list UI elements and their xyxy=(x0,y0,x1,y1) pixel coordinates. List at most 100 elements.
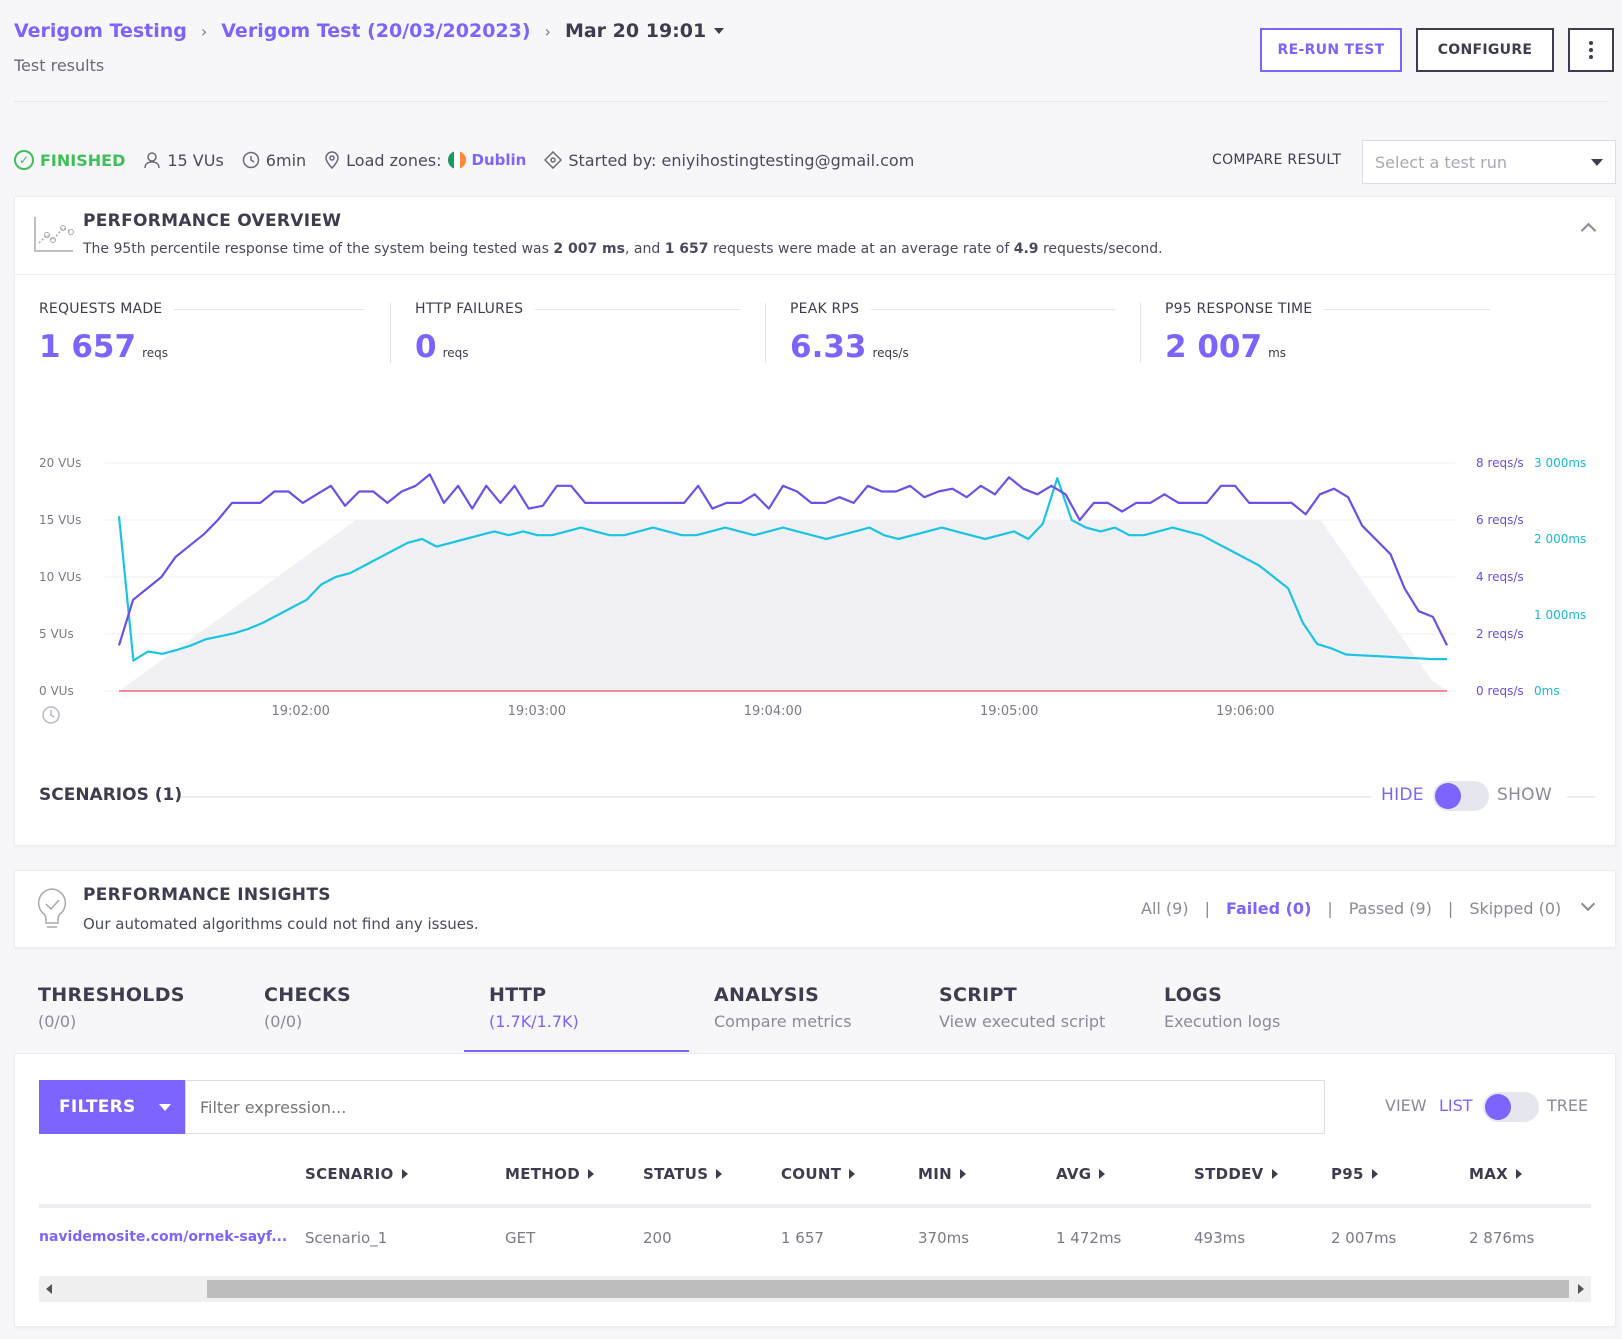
show-label[interactable]: SHOW xyxy=(1497,785,1552,805)
tab-analysis[interactable]: ANALYSIS Compare metrics xyxy=(714,984,852,1031)
y-right-rps-tick-label: 0 reqs/s xyxy=(1476,684,1524,698)
col-min[interactable]: MIN xyxy=(918,1165,966,1183)
filter-failed[interactable]: Failed (0) xyxy=(1225,899,1312,918)
scenarios-label: SCENARIOS (1) xyxy=(39,785,183,805)
col-stddev[interactable]: STDDEV xyxy=(1194,1165,1278,1183)
table-row[interactable]: navidemosite.com/ornek-sayf... Scenario_… xyxy=(39,1214,1591,1266)
y-left-tick-label: 5 VUs xyxy=(39,627,74,641)
hide-label[interactable]: HIDE xyxy=(1381,785,1424,805)
breadcrumb-project-link[interactable]: Verigom Testing xyxy=(14,20,187,42)
tab-http[interactable]: HTTP (1.7K/1.7K) xyxy=(489,984,579,1031)
col-max[interactable]: MAX xyxy=(1469,1165,1523,1183)
y-right-ms-tick-label: 0ms xyxy=(1534,684,1560,698)
clock-icon xyxy=(242,151,260,169)
more-options-button[interactable] xyxy=(1568,28,1614,72)
configure-button[interactable]: CONFIGURE xyxy=(1416,28,1554,72)
metric-p95-response-time: P95 RESPONSE TIME 2 007 ms xyxy=(1165,301,1490,365)
vus-area xyxy=(95,520,1447,691)
load-zones-info: Load zones: Dublin xyxy=(324,151,526,170)
table-header-divider xyxy=(39,1204,1591,1208)
compare-select[interactable]: Select a test run xyxy=(1362,140,1616,184)
row-scenario: Scenario_1 xyxy=(305,1229,388,1247)
metric-requests-made: REQUESTS MADE 1 657 reqs xyxy=(39,301,364,365)
y-right-ms-tick-label: 3 000ms xyxy=(1534,457,1586,470)
overview-description: The 95th percentile response time of the… xyxy=(83,241,1163,257)
view-toggle[interactable] xyxy=(1483,1092,1539,1122)
tab-logs[interactable]: LOGS Execution logs xyxy=(1164,984,1281,1031)
x-tick-label: 19:05:00 xyxy=(980,704,1038,719)
sort-caret-icon xyxy=(401,1169,408,1179)
sort-caret-icon xyxy=(1099,1169,1106,1179)
filters-button[interactable]: FILTERS xyxy=(39,1080,185,1134)
page-subtitle: Test results xyxy=(14,56,105,75)
diamond-icon xyxy=(544,151,563,169)
horizontal-scrollbar[interactable] xyxy=(39,1276,1591,1302)
user-icon xyxy=(144,152,161,169)
expand-chevron-icon[interactable] xyxy=(1580,896,1596,912)
x-tick-label: 19:03:00 xyxy=(508,704,566,719)
request-rate-line xyxy=(117,473,1448,646)
filter-passed[interactable]: Passed (9) xyxy=(1348,899,1432,918)
y-left-tick-label: 10 VUs xyxy=(39,570,81,584)
map-pin-icon xyxy=(325,151,339,169)
vus-info: 15 VUs xyxy=(143,151,224,170)
col-count[interactable]: COUNT xyxy=(781,1165,856,1183)
y-right-rps-tick-label: 6 reqs/s xyxy=(1476,513,1524,527)
list-label[interactable]: LIST xyxy=(1439,1096,1473,1115)
y-left-tick-label: 0 VUs xyxy=(39,684,74,698)
filter-skipped[interactable]: Skipped (0) xyxy=(1469,899,1562,918)
metric-divider xyxy=(390,303,391,363)
check-circle-icon: ✓ xyxy=(14,150,34,170)
started-by-info: Started by: eniyihostingtesting@gmail.co… xyxy=(544,151,914,170)
breadcrumb: Verigom Testing › Verigom Test (20/03/20… xyxy=(14,20,725,42)
tree-label[interactable]: TREE xyxy=(1547,1096,1589,1115)
row-min: 370ms xyxy=(918,1229,970,1247)
col-p95[interactable]: P95 xyxy=(1331,1165,1378,1183)
col-method[interactable]: METHOD xyxy=(505,1165,594,1183)
breadcrumb-test-link[interactable]: Verigom Test (20/03/202023) xyxy=(221,20,531,42)
load-zone-link[interactable]: Dublin xyxy=(471,151,527,169)
y-left-tick-label: 15 VUs xyxy=(39,513,81,527)
metric-peak-rps: PEAK RPS 6.33 reqs/s xyxy=(790,301,1115,365)
scrollbar-thumb[interactable] xyxy=(207,1280,1569,1298)
scroll-right-arrow-icon[interactable] xyxy=(1578,1284,1584,1294)
row-status: 200 xyxy=(643,1229,672,1247)
collapse-chevron-icon[interactable] xyxy=(1580,222,1597,239)
y-right-rps-tick-label: 8 reqs/s xyxy=(1476,457,1524,470)
col-status[interactable]: STATUS xyxy=(643,1165,723,1183)
sort-caret-icon xyxy=(959,1169,966,1179)
tab-thresholds[interactable]: THRESHOLDS (0/0) xyxy=(38,984,185,1031)
chevron-right-icon: › xyxy=(544,21,551,41)
x-tick-label: 19:06:00 xyxy=(1216,704,1274,719)
lightbulb-icon xyxy=(37,888,67,928)
x-tick-label: 19:02:00 xyxy=(271,704,329,719)
sort-caret-icon xyxy=(587,1169,594,1179)
y-right-ms-tick-label: 1 000ms xyxy=(1534,608,1586,622)
more-vertical-icon xyxy=(1589,41,1593,59)
clock-hand xyxy=(50,710,55,718)
x-tick-label: 19:04:00 xyxy=(744,704,802,719)
http-card: FILTERS VIEW LIST TREE SCENARIO METHOD S… xyxy=(14,1053,1616,1327)
filter-all[interactable]: All (9) xyxy=(1141,899,1189,918)
run-selector[interactable]: Mar 20 19:01 xyxy=(565,20,725,42)
col-scenario[interactable]: SCENARIO xyxy=(305,1165,408,1183)
scenarios-divider xyxy=(181,796,1371,798)
tab-script[interactable]: SCRIPT View executed script xyxy=(939,984,1106,1031)
overview-title: PERFORMANCE OVERVIEW xyxy=(83,211,342,231)
row-method: GET xyxy=(505,1229,536,1247)
insights-description: Our automated algorithms could not find … xyxy=(83,915,479,933)
scenarios-toggle[interactable] xyxy=(1433,781,1489,811)
meta-row: ✓ FINISHED 15 VUs 6min Load zones: Dubli… xyxy=(14,150,914,170)
sort-caret-icon xyxy=(716,1169,723,1179)
filter-expression-input[interactable] xyxy=(185,1080,1325,1134)
row-url[interactable]: navidemosite.com/ornek-sayf... xyxy=(39,1229,288,1245)
rerun-test-button[interactable]: RE-RUN TEST xyxy=(1260,28,1402,72)
col-avg[interactable]: AVG xyxy=(1056,1165,1106,1183)
ireland-flag-icon xyxy=(447,151,466,169)
metric-divider xyxy=(765,303,766,363)
metric-divider xyxy=(1140,303,1141,363)
tab-checks[interactable]: CHECKS (0/0) xyxy=(264,984,351,1031)
scroll-left-arrow-icon[interactable] xyxy=(46,1284,52,1294)
sort-caret-icon xyxy=(849,1169,856,1179)
compare-select-placeholder: Select a test run xyxy=(1375,152,1508,172)
